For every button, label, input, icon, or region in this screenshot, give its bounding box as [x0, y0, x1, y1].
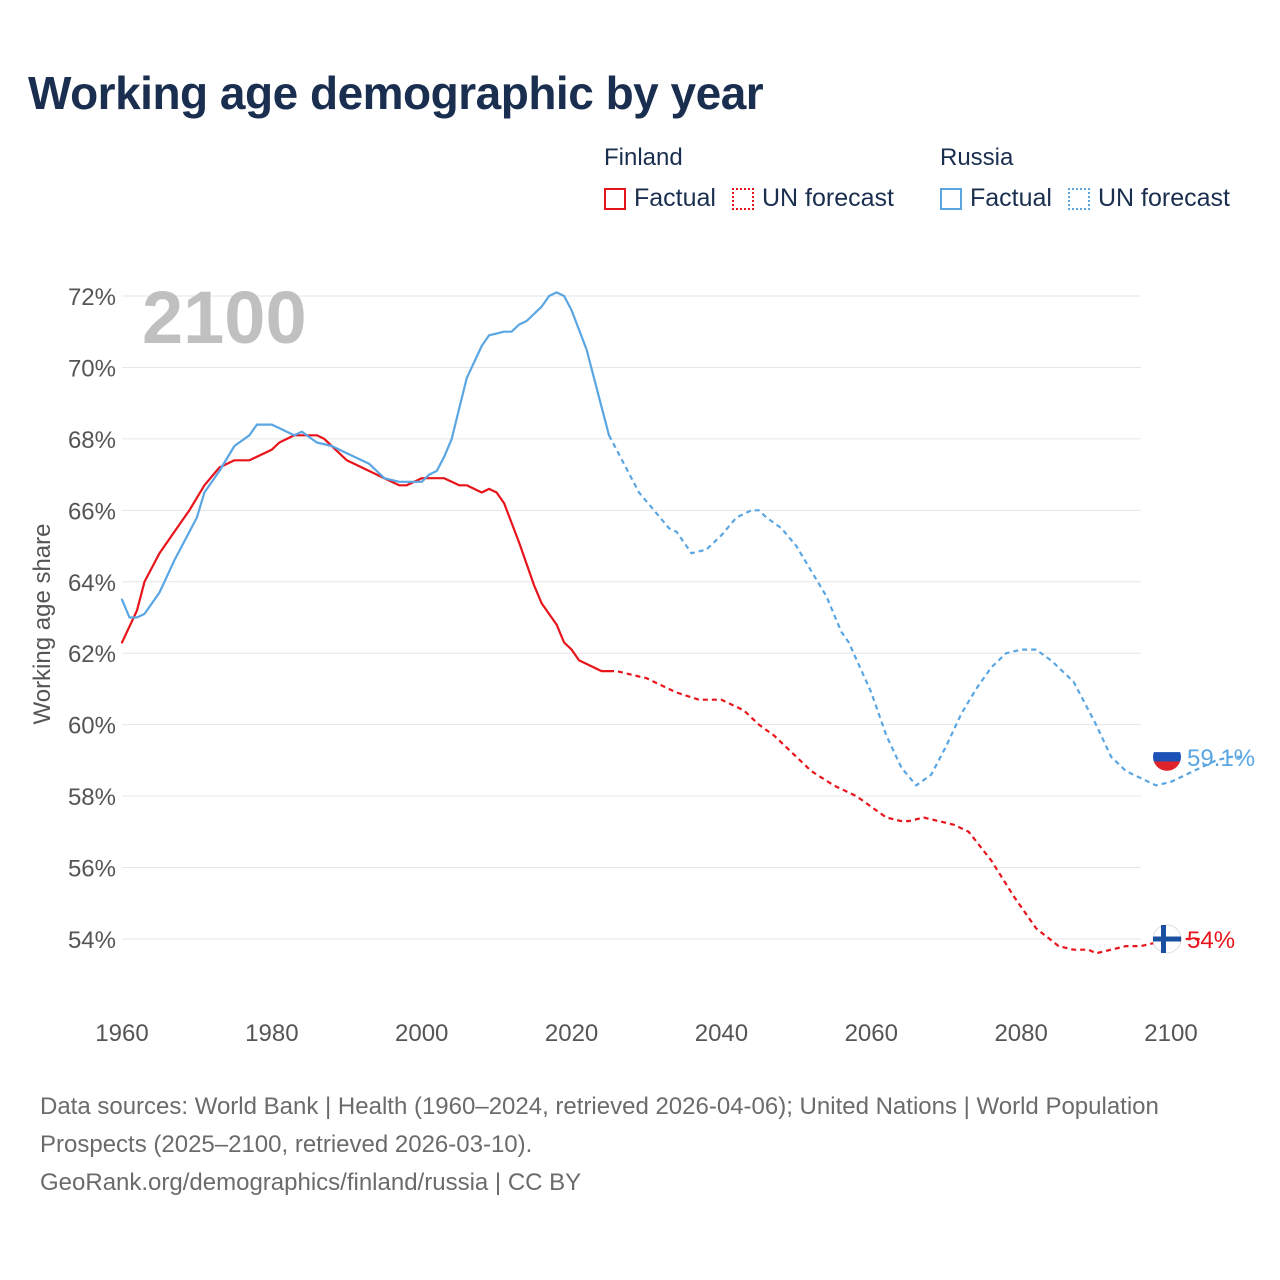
legend-russia-forecast-swatch — [1067, 187, 1090, 210]
legend-russia-title: Russia — [940, 144, 1014, 171]
legend-russia-forecast[interactable]: UN forecast — [1067, 184, 1230, 213]
finland-forecast-line — [609, 670, 1201, 955]
finland-flag-stripe-v — [1161, 925, 1166, 953]
year-label: 2100 — [142, 276, 307, 359]
x-tick-label: 1980 — [245, 1020, 298, 1047]
russia-flag-stripe-2 — [1153, 761, 1181, 771]
footer: Data sources: World Bank | Health (1960–… — [40, 1088, 1200, 1202]
x-tick-label: 2060 — [845, 1020, 898, 1047]
russia-flag-stripe-0 — [1153, 742, 1181, 753]
finland-flag-stripe-h — [1153, 936, 1181, 942]
y-tick-label: 68% — [68, 427, 116, 454]
legend-finland-forecast-swatch — [731, 187, 754, 210]
finland-factual-line — [120, 434, 611, 673]
legend-russia-factual-swatch — [940, 187, 962, 210]
y-tick-label: 54% — [68, 927, 116, 954]
legend-russia-forecast-label: UN forecast — [1097, 184, 1230, 212]
chart-title: Working age demographic by year — [28, 67, 764, 119]
y-tick-label: 64% — [68, 570, 116, 597]
y-tick-label: 62% — [68, 641, 116, 668]
y-tick-label: 70% — [68, 355, 116, 382]
x-tick-label: 2080 — [994, 1020, 1047, 1047]
y-axis-label: Working age share — [29, 524, 56, 725]
legend-finland: Finland Factual UN forecast — [604, 144, 910, 213]
russia-flag-icon — [1153, 742, 1181, 771]
x-tick-label: 2100 — [1144, 1020, 1197, 1047]
russia-flag-stripe-1 — [1153, 752, 1181, 762]
legend-finland-factual-swatch — [604, 187, 626, 210]
x-tick-label: 2000 — [395, 1020, 448, 1047]
y-tick-label: 60% — [68, 713, 116, 740]
x-tick-label: 2040 — [695, 1020, 748, 1047]
y-tick-label: 72% — [68, 284, 116, 311]
legend-finland-forecast[interactable]: UN forecast — [731, 184, 894, 213]
y-tick-label: 56% — [68, 856, 116, 883]
legend-finland-forecast-label: UN forecast — [761, 184, 894, 212]
legend-finland-factual-label: Factual — [634, 184, 716, 212]
source-link[interactable]: GeoRank.org/demographics/finland/russia … — [40, 1169, 582, 1196]
x-tick-label: 1960 — [95, 1020, 148, 1047]
legend-finland-factual[interactable]: Factual — [604, 184, 716, 213]
line-chart: 54% 56% 58% 60% 62% 64% 66% 68% 70% 72% 1960 1980 20… — [29, 276, 1255, 1047]
russia-end-label: 59.1% — [1187, 745, 1255, 772]
y-tick-label: 58% — [68, 784, 116, 811]
data-sources: Data sources: World Bank | Health (1960–… — [40, 1093, 1159, 1158]
x-tick-label: 2020 — [545, 1020, 598, 1047]
russia-factual-line — [120, 291, 611, 619]
finland-end-label: 54% — [1187, 927, 1235, 954]
russia-forecast-line — [608, 434, 1246, 787]
y-tick-label: 66% — [68, 498, 116, 525]
legend-russia-factual-label: Factual — [970, 184, 1052, 212]
legend-finland-title: Finland — [604, 144, 683, 171]
legend-russia: Russia Factual UN forecast — [940, 144, 1246, 213]
legend-russia-factual[interactable]: Factual — [940, 184, 1052, 213]
